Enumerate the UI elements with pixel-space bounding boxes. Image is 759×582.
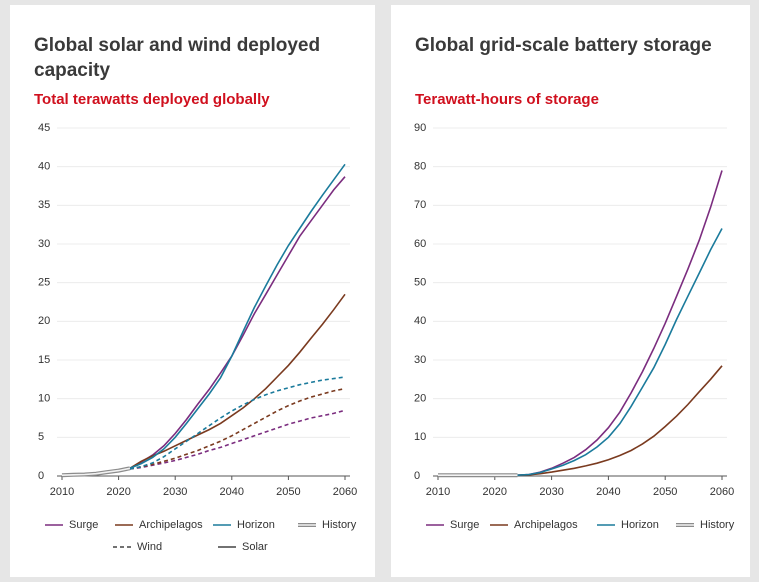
data-line [129, 163, 346, 470]
y-tick-label: 30 [414, 354, 426, 366]
chart-title: Global grid-scale battery storage [415, 35, 712, 56]
y-tick-label: 90 [414, 122, 426, 134]
y-tick-label: 10 [38, 393, 50, 405]
x-tick-label: 2030 [539, 486, 563, 498]
history-line-inner [61, 467, 131, 476]
data-line [517, 228, 723, 476]
x-tick-label: 2060 [333, 486, 357, 498]
chart-card: Global grid-scale battery storage Terawa… [391, 5, 750, 577]
data-line [129, 293, 346, 469]
x-tick-label: 2030 [163, 486, 187, 498]
y-tick-label: 35 [38, 199, 50, 211]
x-tick-label: 2010 [426, 486, 450, 498]
legend-label: Solar [242, 541, 268, 553]
legend-label: Wind [137, 541, 162, 553]
y-tick-label: 10 [414, 431, 426, 443]
x-tick-label: 2010 [50, 486, 74, 498]
y-tick-label: 40 [38, 161, 50, 173]
y-tick-label: 0 [38, 470, 44, 482]
y-tick-label: 15 [38, 354, 50, 366]
y-tick-label: 20 [414, 393, 426, 405]
legend-label: Archipelagos [139, 519, 203, 531]
y-tick-label: 45 [38, 122, 50, 134]
x-tick-label: 2040 [220, 486, 244, 498]
y-tick-label: 60 [414, 238, 426, 250]
x-tick-label: 2020 [106, 486, 130, 498]
data-line [129, 409, 346, 470]
legend-label: Surge [69, 519, 98, 531]
x-tick-label: 2050 [653, 486, 677, 498]
y-tick-label: 0 [414, 470, 420, 482]
data-line [517, 365, 723, 476]
y-tick-label: 5 [38, 431, 44, 443]
y-tick-label: 40 [414, 315, 426, 327]
data-line [129, 387, 346, 470]
y-tick-label: 70 [414, 199, 426, 211]
x-tick-label: 2060 [710, 486, 734, 498]
data-line [517, 170, 723, 476]
chart-subtitle: Terawatt-hours of storage [415, 91, 599, 108]
legend-label: Archipelagos [514, 519, 578, 531]
x-tick-label: 2040 [596, 486, 620, 498]
data-line [129, 376, 346, 470]
y-tick-label: 20 [38, 315, 50, 327]
y-tick-label: 50 [414, 277, 426, 289]
legend-label: Horizon [621, 519, 659, 531]
chart-subtitle: Total terawatts deployed globally [34, 91, 270, 108]
y-tick-label: 25 [38, 277, 50, 289]
y-tick-label: 30 [38, 238, 50, 250]
legend-label: Surge [450, 519, 479, 531]
chart-title: Global solar and wind deployed capacity [34, 35, 321, 81]
data-line [129, 176, 346, 470]
legend-label: Horizon [237, 519, 275, 531]
y-tick-label: 80 [414, 161, 426, 173]
x-tick-label: 2050 [276, 486, 300, 498]
x-tick-label: 2020 [483, 486, 507, 498]
chart: 0 5 10 15 20 25 30 35 40 45 2010 2020 2030 2040 2050 20… [38, 122, 357, 553]
chart-card: Global solar and wind deployed capacity … [10, 5, 375, 577]
legend-label: History [700, 519, 735, 531]
legend-label: History [322, 519, 357, 531]
